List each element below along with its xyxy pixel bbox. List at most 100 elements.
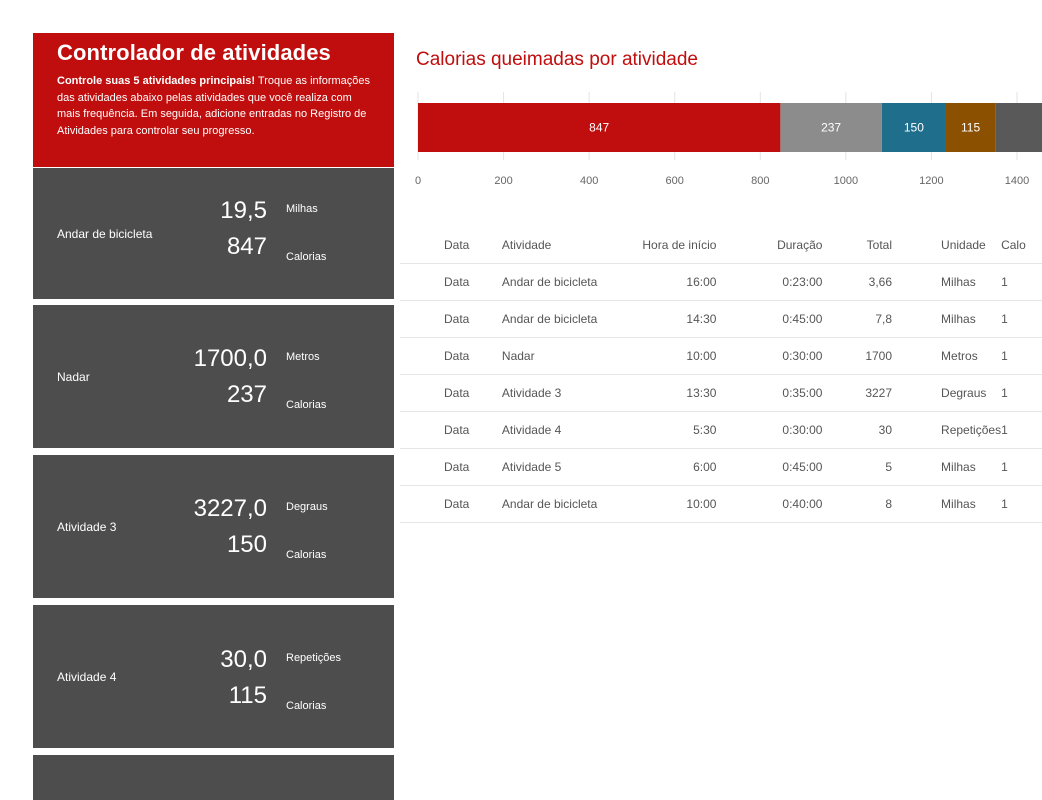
header-hora[interactable]: Hora de início xyxy=(642,238,717,252)
activity-amount: 30,0 xyxy=(220,646,267,673)
x-tick-label: 1000 xyxy=(834,175,858,187)
cell-unidade[interactable]: Milhas xyxy=(892,485,1002,523)
activity-calories: 150 xyxy=(226,531,267,558)
activity-calories: 115 xyxy=(228,682,267,709)
bar-segment[interactable] xyxy=(881,103,946,152)
cell-hora[interactable]: 14:30 xyxy=(628,300,717,338)
cell-data[interactable]: Data xyxy=(400,337,502,375)
cell-unidade[interactable]: Milhas xyxy=(892,300,1002,338)
cell-atividade[interactable]: Nadar xyxy=(501,337,629,375)
cell-duracao[interactable]: 0:23:00 xyxy=(716,263,823,301)
activity-card[interactable]: Andar de bicicleta 19,5 847 Milhas Calor… xyxy=(33,168,394,299)
cell-calorias[interactable]: 1 xyxy=(1001,337,1042,375)
activity-amount: 1700,0 xyxy=(193,345,267,372)
cell-data[interactable]: Data xyxy=(400,300,502,338)
header-unidade[interactable]: Unidade xyxy=(941,238,986,252)
cell-hora[interactable]: 13:30 xyxy=(628,374,717,412)
cell-duracao[interactable]: 0:40:00 xyxy=(716,485,823,523)
cell-total[interactable]: 3227 xyxy=(822,374,893,412)
cell-hora[interactable]: 6:00 xyxy=(628,448,717,486)
cell-unidade[interactable]: Degraus xyxy=(892,374,1002,412)
cell-total[interactable]: 3,66 xyxy=(822,263,893,301)
calories-label: Calorias xyxy=(286,251,327,263)
cell-calorias[interactable]: 1 xyxy=(1001,448,1042,486)
cell-atividade[interactable]: Andar de bicicleta xyxy=(501,300,629,338)
tracker-header: Controlador de atividades Controle suas … xyxy=(33,33,394,167)
cell-atividade[interactable]: Atividade 5 xyxy=(501,448,629,486)
cell-hora[interactable]: 16:00 xyxy=(628,263,717,301)
activity-card[interactable]: Atividade 3 3227,0 150 Degraus Calorias xyxy=(33,455,394,598)
table-row[interactable]: Data Andar de bicicleta 16:00 0:23:00 3,66 Mi… xyxy=(400,263,1042,301)
activity-name: Atividade 4 xyxy=(57,669,117,684)
cell-atividade[interactable]: Andar de bicicleta xyxy=(501,485,629,523)
table-row[interactable]: Data Andar de bicicleta 10:00 0:40:00 8 Milha… xyxy=(400,485,1042,523)
cell-calorias[interactable]: 1 xyxy=(1001,485,1042,523)
calories-chart: 847 237 150 115 0 200 400 600 800 1000 1200 1400 xyxy=(415,92,1042,187)
intro-body: Troque as informações das atividades aba… xyxy=(57,75,371,137)
activity-unit: Milhas xyxy=(286,203,318,215)
table-row[interactable]: Data Atividade 5 6:00 0:45:00 5 Milhas 1 xyxy=(400,448,1042,486)
table-row[interactable]: Data Nadar 10:00 0:30:00 1700 Metros 1 xyxy=(400,337,1042,375)
activity-name: Atividade 3 xyxy=(57,519,117,534)
cell-hora[interactable]: 10:00 xyxy=(628,485,717,523)
cell-calorias[interactable]: 1 xyxy=(1001,374,1042,412)
cell-unidade[interactable]: Metros xyxy=(892,337,1002,375)
header-data[interactable]: Data xyxy=(444,238,470,252)
bar-data-label: 237 xyxy=(821,121,841,135)
cell-atividade[interactable]: Atividade 4 xyxy=(501,411,629,449)
cell-unidade[interactable]: Repetições xyxy=(892,411,1002,449)
cell-duracao[interactable]: 0:45:00 xyxy=(716,300,823,338)
activity-card[interactable]: Atividade 4 30,0 115 Repetições Calorias xyxy=(33,605,394,748)
cell-unidade[interactable]: Milhas xyxy=(892,448,1002,486)
bar-data-label: 150 xyxy=(904,121,924,135)
x-tick-label: 200 xyxy=(494,175,512,187)
header-total[interactable]: Total xyxy=(866,238,893,252)
activity-card[interactable] xyxy=(33,755,394,800)
calories-label: Calorias xyxy=(286,549,327,561)
table-row[interactable]: Data Atividade 3 13:30 0:35:00 3227 Degraus 1 xyxy=(400,374,1042,412)
table-row[interactable]: Data Andar de bicicleta 14:30 0:45:00 7,8 Mil… xyxy=(400,300,1042,338)
cell-duracao[interactable]: 0:30:00 xyxy=(716,411,823,449)
bar-segment[interactable] xyxy=(418,103,781,152)
header-duracao[interactable]: Duração xyxy=(777,238,823,252)
table-row[interactable]: Data Atividade 4 5:30 0:30:00 30 Repetições 1 xyxy=(400,411,1042,449)
bar-segment[interactable] xyxy=(995,103,1042,152)
bar-segment[interactable] xyxy=(945,103,996,152)
cell-atividade[interactable]: Andar de bicicleta xyxy=(501,263,629,301)
cell-calorias[interactable]: 1 xyxy=(1001,411,1042,449)
cell-hora[interactable]: 5:30 xyxy=(628,411,717,449)
cell-data[interactable]: Data xyxy=(400,485,502,523)
intro-text: Controle suas 5 atividades principais! T… xyxy=(57,73,377,139)
chart-title: Calorias queimadas por atividade xyxy=(416,49,698,70)
calories-label: Calorias xyxy=(286,399,327,411)
activity-name: Andar de bicicleta xyxy=(57,226,153,241)
x-tick-label: 1200 xyxy=(919,175,943,187)
bar-data-label: 115 xyxy=(961,121,980,135)
cell-unidade[interactable]: Milhas xyxy=(892,263,1002,301)
cell-data[interactable]: Data xyxy=(400,374,502,412)
cell-atividade[interactable]: Atividade 3 xyxy=(501,374,629,412)
x-tick-label: 0 xyxy=(415,175,421,187)
cell-duracao[interactable]: 0:35:00 xyxy=(716,374,823,412)
cell-duracao[interactable]: 0:30:00 xyxy=(716,337,823,375)
cell-total[interactable]: 8 xyxy=(822,485,893,523)
x-tick-label: 600 xyxy=(666,175,684,187)
header-atividade[interactable]: Atividade xyxy=(501,238,552,252)
activity-amount: 3227,0 xyxy=(193,495,267,522)
bar-segment[interactable] xyxy=(780,103,882,152)
cell-total[interactable]: 30 xyxy=(822,411,893,449)
cell-total[interactable]: 1700 xyxy=(822,337,893,375)
activity-calories: 237 xyxy=(226,381,267,408)
cell-total[interactable]: 5 xyxy=(822,448,893,486)
cell-hora[interactable]: 10:00 xyxy=(628,337,717,375)
activity-card[interactable]: Nadar 1700,0 237 Metros Calorias xyxy=(33,305,394,448)
header-calorias[interactable]: Calo xyxy=(1001,238,1026,252)
activity-calories: 847 xyxy=(226,233,267,260)
cell-data[interactable]: Data xyxy=(400,263,502,301)
cell-data[interactable]: Data xyxy=(400,448,502,486)
cell-data[interactable]: Data xyxy=(400,411,502,449)
cell-duracao[interactable]: 0:45:00 xyxy=(716,448,823,486)
cell-calorias[interactable]: 1 xyxy=(1001,263,1042,301)
cell-total[interactable]: 7,8 xyxy=(822,300,893,338)
cell-calorias[interactable]: 1 xyxy=(1001,300,1042,338)
